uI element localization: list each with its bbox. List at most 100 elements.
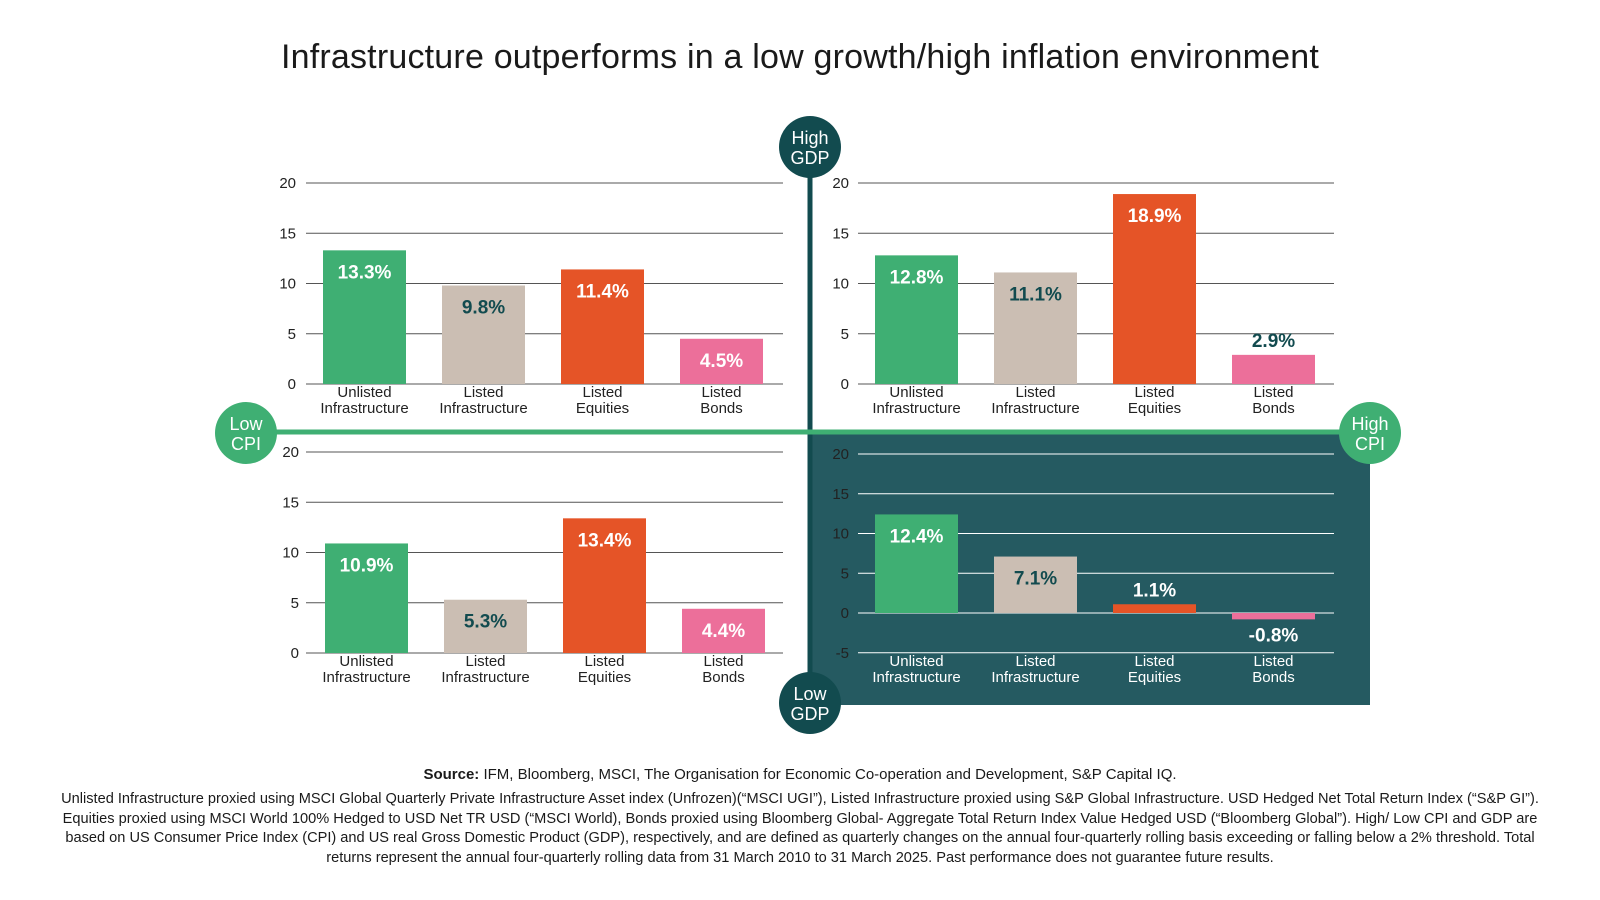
category-label: Infrastructure	[872, 400, 960, 417]
value-label: 7.1%	[1014, 569, 1057, 590]
bar	[875, 514, 958, 613]
badge-label: High	[1351, 414, 1388, 434]
category-label: Equities	[1128, 669, 1181, 686]
panel-2: 2015105012.8%UnlistedInfrastructure11.1%…	[832, 175, 1334, 417]
y-tick-label: 20	[282, 444, 299, 461]
value-label: 1.1%	[1133, 580, 1176, 601]
value-label: 10.9%	[340, 555, 394, 576]
value-label: 4.4%	[702, 621, 745, 642]
panel-1: 2015105013.3%UnlistedInfrastructure9.8%L…	[279, 175, 783, 417]
y-tick-label: 10	[282, 545, 299, 562]
category-label: Infrastructure	[441, 669, 529, 686]
category-label: Listed	[1253, 653, 1293, 670]
category-label: Listed	[703, 653, 743, 670]
y-tick-label: 10	[279, 276, 296, 293]
category-label: Unlisted	[889, 653, 943, 670]
source-text: IFM, Bloomberg, MSCI, The Organisation f…	[479, 766, 1177, 783]
source-line: Source: IFM, Bloomberg, MSCI, The Organi…	[60, 766, 1540, 783]
value-label: 13.3%	[338, 262, 392, 283]
category-label: Listed	[1015, 384, 1055, 401]
badge-circle	[779, 672, 841, 734]
bar	[323, 250, 406, 384]
bar	[561, 269, 644, 384]
category-label: Infrastructure	[872, 669, 960, 686]
y-tick-label: 0	[841, 376, 849, 393]
bar	[1232, 354, 1315, 384]
y-tick-label: 15	[282, 494, 299, 511]
panel-4: 20151050-512.4%UnlistedInfrastructure7.1…	[832, 446, 1334, 686]
y-tick-label: 5	[288, 326, 296, 343]
category-label: Listed	[465, 653, 505, 670]
y-tick-label: 15	[832, 225, 849, 242]
category-label: Bonds	[1252, 400, 1295, 417]
category-label: Equities	[1128, 400, 1181, 417]
category-label: Infrastructure	[439, 400, 527, 417]
y-tick-label: 0	[291, 645, 299, 662]
bar	[444, 599, 527, 653]
bar	[994, 272, 1077, 384]
footnote: Unlisted Infrastructure proxied using MS…	[61, 791, 1539, 866]
category-label: Listed	[582, 384, 622, 401]
value-label: 11.4%	[576, 281, 629, 302]
bar	[875, 255, 958, 384]
category-label: Unlisted	[337, 384, 391, 401]
value-label: 9.8%	[462, 298, 505, 319]
badge-label: CPI	[231, 434, 261, 454]
category-label: Infrastructure	[320, 400, 408, 417]
y-tick-label: 15	[832, 486, 849, 503]
value-label: 11.1%	[1009, 284, 1062, 305]
y-tick-label: -5	[836, 645, 849, 662]
bar	[682, 608, 765, 653]
category-label: Unlisted	[339, 653, 393, 670]
y-tick-label: 10	[832, 276, 849, 293]
value-label: 2.9%	[1252, 331, 1295, 352]
category-label: Infrastructure	[991, 400, 1079, 417]
y-tick-label: 5	[841, 565, 849, 582]
category-label: Listed	[1253, 384, 1293, 401]
y-tick-label: 20	[832, 175, 849, 192]
y-tick-label: 5	[841, 326, 849, 343]
value-label: 12.4%	[890, 526, 944, 547]
value-label: 18.9%	[1128, 206, 1182, 227]
bar	[1113, 194, 1196, 384]
value-label: 4.5%	[700, 351, 743, 372]
badge-label: High	[791, 128, 828, 148]
category-label: Infrastructure	[322, 669, 410, 686]
badge-label: Low	[793, 684, 827, 704]
category-label: Unlisted	[889, 384, 943, 401]
y-tick-label: 20	[832, 446, 849, 463]
bar	[1232, 613, 1315, 620]
chart-title: Infrastructure outperforms in a low grow…	[280, 38, 1320, 76]
category-label: Listed	[1134, 384, 1174, 401]
bar	[680, 338, 763, 384]
badge-circle	[215, 402, 277, 464]
value-label: 12.8%	[890, 267, 944, 288]
y-tick-label: 5	[291, 595, 299, 612]
badge-label: Low	[229, 414, 263, 434]
category-label: Listed	[701, 384, 741, 401]
panel-3: 2015105010.9%UnlistedInfrastructure5.3%L…	[282, 444, 783, 686]
y-tick-label: 0	[288, 376, 296, 393]
category-label: Bonds	[1252, 669, 1295, 686]
badge-label: GDP	[790, 148, 829, 168]
y-tick-label: 20	[279, 175, 296, 192]
badge-label: GDP	[790, 704, 829, 724]
category-label: Bonds	[702, 669, 745, 686]
y-tick-label: 10	[832, 526, 849, 543]
source-label: Source:	[423, 766, 480, 783]
bar	[1113, 604, 1196, 613]
category-label: Infrastructure	[991, 669, 1079, 686]
category-label: Listed	[1134, 653, 1174, 670]
category-label: Equities	[578, 669, 631, 686]
value-label: 5.3%	[464, 612, 507, 633]
bar	[563, 518, 646, 653]
y-tick-label: 0	[841, 605, 849, 622]
bar	[994, 556, 1077, 613]
badge-circle	[779, 116, 841, 178]
bar	[325, 543, 408, 653]
badge-label: CPI	[1355, 434, 1385, 454]
category-label: Bonds	[700, 400, 743, 417]
